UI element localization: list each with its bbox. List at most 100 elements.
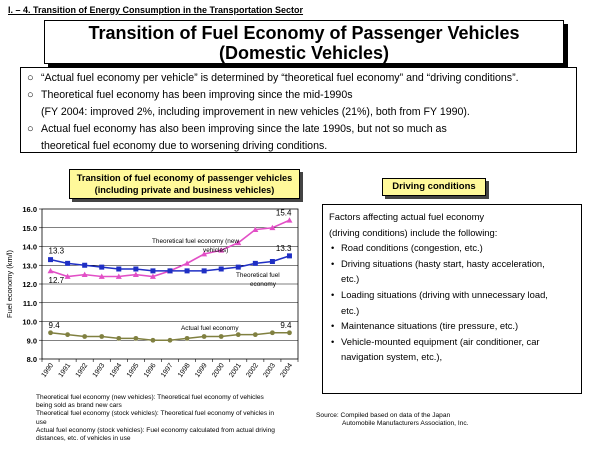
note-line: distances, etc. of vehicles in use — [36, 435, 131, 443]
note-line: use — [36, 418, 47, 426]
bullet-dot-icon: • — [331, 242, 335, 254]
factor-item-equipment: • Vehicle-mounted equipment (air conditi… — [329, 334, 575, 365]
x-tick-label: 1994 — [109, 362, 124, 379]
data-point — [82, 334, 88, 339]
series-label: Theoretical fuel economy (new — [152, 238, 239, 245]
data-point — [65, 260, 71, 266]
data-point — [235, 332, 241, 338]
data-point — [269, 259, 275, 264]
data-label: 9.4 — [280, 321, 292, 330]
data-point — [149, 273, 156, 279]
chart-title: Transition of fuel economy of passenger … — [69, 169, 300, 199]
chart-title-line2: (including private and business vehicles… — [94, 185, 275, 195]
x-tick-label: 2001 — [228, 362, 243, 379]
factor-text: Maintenance situations (tire pressure, e… — [341, 320, 519, 332]
factor-text-cont: etc.) — [341, 304, 360, 316]
bullet-3-text: Actual fuel economy has also been improv… — [41, 123, 447, 135]
bullet-3-continuation: theoretical fuel economy due to worsenin… — [41, 140, 328, 152]
bullet-dot-icon: • — [331, 257, 335, 269]
data-point — [287, 330, 292, 336]
section-label: I. – 4. Transition of Energy Consumption… — [8, 5, 304, 15]
factor-item-loading: • Loading situations (driving with unnec… — [329, 287, 575, 318]
bullet-dot-icon: • — [331, 335, 335, 347]
page-title-line2: (Domestic Vehicles) — [218, 43, 390, 63]
data-point — [201, 334, 207, 339]
factors-intro-2: (driving conditions) include the followi… — [329, 226, 498, 238]
driving-conditions-title: Driving conditions — [382, 178, 486, 196]
data-label: 13.3 — [276, 244, 292, 253]
data-point — [98, 273, 105, 279]
data-point — [99, 334, 105, 339]
page-title-line1: Transition of Fuel Economy of Passenger … — [88, 23, 520, 43]
data-point — [218, 247, 225, 253]
factor-text: Driving situations (hasty start, hasty a… — [341, 257, 545, 269]
data-label: 15.4 — [276, 208, 292, 217]
x-tick-label: 1998 — [177, 362, 192, 379]
factor-item-maintenance: • Maintenance situations (tire pressure,… — [329, 318, 575, 334]
bullet-circle-icon: ○ — [27, 72, 34, 84]
data-label: 12.7 — [49, 276, 65, 285]
factor-text-cont: etc.) — [341, 273, 360, 285]
y-tick-label: 10.0 — [22, 318, 37, 327]
series-label: Theoretical fuel — [236, 272, 280, 279]
data-point — [48, 330, 53, 336]
data-point — [286, 217, 293, 223]
series-label: vehicles) — [203, 247, 228, 254]
x-tick-label: 2003 — [262, 362, 277, 379]
data-point — [64, 273, 71, 279]
data-point — [133, 335, 139, 341]
y-tick-label: 15.0 — [22, 224, 37, 233]
note-line: Theoretical fuel economy (new vehicles):… — [36, 394, 264, 401]
factor-text: Loading situations (driving with unneces… — [341, 288, 548, 300]
data-point — [167, 337, 173, 343]
note-line: being sold as brand new cars — [36, 402, 122, 410]
data-point — [133, 266, 139, 272]
bullet-dot-icon: • — [331, 288, 335, 300]
source-note: Source: Compiled based on data of the Ja… — [316, 412, 556, 428]
factor-text: Road conditions (congestion, etc.) — [341, 242, 483, 254]
data-point — [115, 273, 122, 279]
bullet-dot-icon: • — [331, 320, 335, 332]
data-label: 13.3 — [49, 247, 65, 256]
bullet-2-continuation: (FY 2004: improved 2%, including improve… — [41, 106, 470, 118]
data-point — [252, 332, 258, 338]
bullet-2-text: Theoretical fuel economy has been improv… — [41, 89, 353, 101]
data-point — [116, 266, 122, 272]
y-tick-label: 8.0 — [27, 355, 37, 364]
bullet-3: ○ Actual fuel economy has also been impr… — [27, 121, 570, 138]
data-point — [235, 264, 241, 270]
data-point — [184, 260, 191, 266]
y-tick-label: 13.0 — [22, 261, 37, 270]
summary-bullets: ○ “Actual fuel economy per vehicle” is d… — [20, 67, 577, 153]
chart-title-line1: Transition of fuel economy of passenger … — [76, 173, 293, 183]
bullet-2: ○ Theoretical fuel economy has been impr… — [27, 87, 570, 104]
y-tick-label: 11.0 — [23, 299, 37, 308]
x-tick-label: 2004 — [279, 362, 294, 379]
bullet-circle-icon: ○ — [27, 123, 34, 135]
data-point — [82, 262, 88, 268]
data-point — [99, 264, 105, 270]
note-line: Theoretical fuel economy (stock vehicles… — [36, 410, 275, 418]
driving-factors-panel: Factors affecting actual fuel economy (d… — [322, 204, 582, 394]
data-point — [47, 267, 54, 274]
x-tick-label: 1993 — [92, 362, 107, 379]
data-point — [286, 253, 292, 259]
x-tick-label: 2000 — [211, 362, 226, 379]
data-point — [252, 260, 258, 266]
page-title: Transition of Fuel Economy of Passenger … — [44, 20, 564, 64]
series-label: Actual fuel economy — [181, 325, 239, 332]
data-point — [270, 330, 275, 336]
series-label: economy — [250, 281, 277, 288]
x-tick-label: 1997 — [160, 362, 175, 379]
data-point — [184, 335, 190, 341]
data-point — [116, 335, 122, 341]
bullet-1: ○ “Actual fuel economy per vehicle” is d… — [27, 70, 570, 87]
data-point — [218, 266, 224, 272]
data-point — [184, 268, 190, 274]
x-tick-label: 1999 — [194, 362, 209, 379]
bullet-circle-icon: ○ — [27, 89, 34, 101]
factor-text-cont: navigation system, etc.), — [341, 351, 443, 363]
x-tick-label: 1992 — [75, 362, 90, 379]
data-point — [65, 332, 70, 338]
